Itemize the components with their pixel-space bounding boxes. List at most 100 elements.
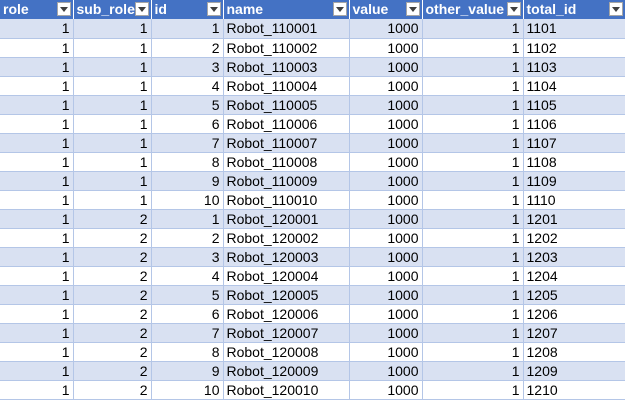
- column-header-id[interactable]: id: [151, 0, 224, 19]
- cell-other-value[interactable]: 1: [422, 342, 524, 362]
- cell-role[interactable]: 1: [0, 76, 74, 96]
- cell-name[interactable]: Robot_120010: [223, 380, 350, 400]
- cell-other-value[interactable]: 1: [422, 171, 524, 191]
- cell-value[interactable]: 1000: [349, 228, 423, 248]
- cell-role[interactable]: 1: [0, 38, 74, 58]
- column-header-other-value[interactable]: other_value: [422, 0, 524, 19]
- cell-other-value[interactable]: 1: [422, 266, 524, 286]
- column-header-name[interactable]: name: [223, 0, 350, 19]
- column-header-value[interactable]: value: [349, 0, 423, 19]
- cell-other-value[interactable]: 1: [422, 285, 524, 305]
- cell-sub-role[interactable]: 1: [73, 38, 152, 58]
- cell-other-value[interactable]: 1: [422, 133, 524, 153]
- cell-sub-role[interactable]: 1: [73, 133, 152, 153]
- cell-value[interactable]: 1000: [349, 19, 423, 39]
- cell-other-value[interactable]: 1: [422, 304, 524, 324]
- cell-name[interactable]: Robot_120003: [223, 247, 350, 267]
- cell-role[interactable]: 1: [0, 285, 74, 305]
- cell-name[interactable]: Robot_120004: [223, 266, 350, 286]
- cell-id[interactable]: 3: [151, 57, 224, 77]
- cell-name[interactable]: Robot_120002: [223, 228, 350, 248]
- cell-id[interactable]: 10: [151, 380, 224, 400]
- cell-sub-role[interactable]: 2: [73, 228, 152, 248]
- cell-total-id[interactable]: 1106: [523, 114, 625, 134]
- cell-role[interactable]: 1: [0, 114, 74, 134]
- cell-name[interactable]: Robot_110001: [223, 19, 350, 39]
- cell-total-id[interactable]: 1201: [523, 209, 625, 229]
- cell-id[interactable]: 7: [151, 133, 224, 153]
- cell-total-id[interactable]: 1110: [523, 190, 625, 210]
- cell-total-id[interactable]: 1104: [523, 76, 625, 96]
- cell-other-value[interactable]: 1: [422, 323, 524, 343]
- cell-id[interactable]: 5: [151, 95, 224, 115]
- cell-id[interactable]: 3: [151, 247, 224, 267]
- filter-dropdown-icon[interactable]: [405, 2, 420, 16]
- cell-sub-role[interactable]: 2: [73, 285, 152, 305]
- cell-total-id[interactable]: 1203: [523, 247, 625, 267]
- cell-other-value[interactable]: 1: [422, 76, 524, 96]
- cell-id[interactable]: 8: [151, 152, 224, 172]
- cell-total-id[interactable]: 1207: [523, 323, 625, 343]
- cell-sub-role[interactable]: 1: [73, 190, 152, 210]
- cell-role[interactable]: 1: [0, 228, 74, 248]
- cell-total-id[interactable]: 1205: [523, 285, 625, 305]
- cell-other-value[interactable]: 1: [422, 152, 524, 172]
- cell-name[interactable]: Robot_110006: [223, 114, 350, 134]
- cell-name[interactable]: Robot_120007: [223, 323, 350, 343]
- cell-id[interactable]: 4: [151, 76, 224, 96]
- cell-id[interactable]: 6: [151, 114, 224, 134]
- cell-name[interactable]: Robot_120008: [223, 342, 350, 362]
- cell-id[interactable]: 2: [151, 38, 224, 58]
- cell-total-id[interactable]: 1109: [523, 171, 625, 191]
- cell-total-id[interactable]: 1108: [523, 152, 625, 172]
- cell-role[interactable]: 1: [0, 57, 74, 77]
- cell-id[interactable]: 6: [151, 304, 224, 324]
- filter-dropdown-icon[interactable]: [506, 2, 521, 16]
- cell-id[interactable]: 4: [151, 266, 224, 286]
- column-header-role[interactable]: role: [0, 0, 74, 19]
- cell-sub-role[interactable]: 1: [73, 57, 152, 77]
- cell-value[interactable]: 1000: [349, 114, 423, 134]
- cell-total-id[interactable]: 1103: [523, 57, 625, 77]
- cell-sub-role[interactable]: 1: [73, 114, 152, 134]
- cell-role[interactable]: 1: [0, 247, 74, 267]
- cell-sub-role[interactable]: 2: [73, 380, 152, 400]
- cell-value[interactable]: 1000: [349, 323, 423, 343]
- cell-value[interactable]: 1000: [349, 171, 423, 191]
- column-header-total-id[interactable]: total_id: [523, 0, 625, 19]
- cell-role[interactable]: 1: [0, 361, 74, 381]
- cell-role[interactable]: 1: [0, 133, 74, 153]
- cell-other-value[interactable]: 1: [422, 228, 524, 248]
- cell-value[interactable]: 1000: [349, 57, 423, 77]
- cell-total-id[interactable]: 1210: [523, 380, 625, 400]
- cell-name[interactable]: Robot_120006: [223, 304, 350, 324]
- filter-dropdown-icon[interactable]: [134, 2, 149, 16]
- cell-sub-role[interactable]: 1: [73, 76, 152, 96]
- cell-role[interactable]: 1: [0, 152, 74, 172]
- cell-name[interactable]: Robot_110005: [223, 95, 350, 115]
- cell-role[interactable]: 1: [0, 19, 74, 39]
- cell-value[interactable]: 1000: [349, 285, 423, 305]
- cell-other-value[interactable]: 1: [422, 19, 524, 39]
- cell-id[interactable]: 2: [151, 228, 224, 248]
- cell-sub-role[interactable]: 2: [73, 247, 152, 267]
- cell-role[interactable]: 1: [0, 380, 74, 400]
- column-header-sub-role[interactable]: sub_role: [73, 0, 152, 19]
- cell-total-id[interactable]: 1102: [523, 38, 625, 58]
- cell-value[interactable]: 1000: [349, 247, 423, 267]
- cell-id[interactable]: 9: [151, 361, 224, 381]
- cell-role[interactable]: 1: [0, 209, 74, 229]
- cell-id[interactable]: 7: [151, 323, 224, 343]
- cell-other-value[interactable]: 1: [422, 209, 524, 229]
- cell-value[interactable]: 1000: [349, 266, 423, 286]
- cell-value[interactable]: 1000: [349, 190, 423, 210]
- cell-sub-role[interactable]: 2: [73, 323, 152, 343]
- cell-sub-role[interactable]: 2: [73, 304, 152, 324]
- cell-value[interactable]: 1000: [349, 304, 423, 324]
- cell-value[interactable]: 1000: [349, 380, 423, 400]
- cell-name[interactable]: Robot_110009: [223, 171, 350, 191]
- cell-total-id[interactable]: 1202: [523, 228, 625, 248]
- cell-id[interactable]: 8: [151, 342, 224, 362]
- cell-other-value[interactable]: 1: [422, 114, 524, 134]
- cell-name[interactable]: Robot_110002: [223, 38, 350, 58]
